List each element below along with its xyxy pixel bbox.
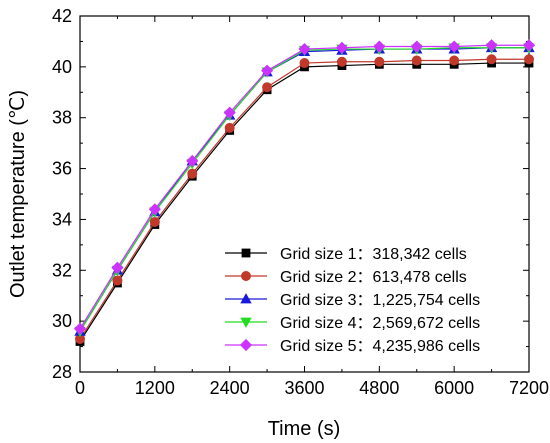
y-tick-label: 42 [52,6,72,26]
marker-square [241,248,251,258]
legend-label: Grid size 3：1,225,754 cells [280,292,480,309]
marker-circle [336,56,347,67]
marker-circle [374,56,385,67]
x-tick-label: 3600 [284,378,324,398]
marker-diamond [223,106,236,119]
marker-diamond [373,40,386,53]
x-tick-label: 7200 [509,378,549,398]
marker-diamond [148,203,161,216]
marker-diamond [522,39,536,52]
series-line [79,47,529,332]
marker-circle [486,54,497,65]
marker-triangle-up [240,293,252,304]
legend-label: Grid size 5：4,235,986 cells [280,338,480,355]
marker-diamond [73,322,87,335]
marker-diamond [448,40,461,53]
marker-triangle-down [240,317,252,328]
marker-diamond [186,154,199,168]
marker-circle [449,55,460,66]
marker-circle [299,58,310,69]
marker-circle [240,270,251,281]
marker-circle [411,55,422,66]
x-axis-title: Time (s) [268,418,341,440]
y-tick-label: 28 [52,362,72,382]
marker-diamond [335,41,348,54]
y-axis-title: Outlet temperature (℃) [7,90,29,298]
y-tick-label: 40 [52,57,72,77]
legend-label: Grid size 2：613,478 cells [280,269,467,286]
x-tick-label: 4800 [359,378,399,398]
series-group [73,39,536,346]
legend-label: Grid size 1：318,342 cells [280,246,467,263]
y-tick-label: 34 [52,209,72,229]
x-tick-label: 2400 [210,378,250,398]
legend-label: Grid size 4：2,569,672 cells [280,315,480,332]
axis-ticks: 0 1200 2400 3600 4800 6000 7200 28 30 32 34 36 38 40 4… [52,6,549,398]
marker-diamond [111,261,124,274]
marker-circle [262,82,273,93]
y-tick-label: 32 [52,260,72,280]
series-5 [73,39,536,335]
marker-circle [112,275,123,286]
marker-diamond [485,39,498,52]
marker-diamond [239,338,253,352]
x-tick-label: 0 [75,378,85,398]
marker-circle [149,216,160,227]
x-tick-label: 1200 [135,378,175,398]
marker-circle [524,54,535,65]
marker-diamond [261,64,274,77]
marker-diamond [410,40,423,53]
legend: Grid size 1：318,342 cells Grid size 2：613… [225,246,480,355]
y-tick-label: 38 [52,108,72,128]
y-tick-label: 30 [52,311,72,331]
marker-circle [187,168,198,179]
series-line [79,44,529,330]
marker-circle [224,122,235,133]
marker-diamond [298,42,311,56]
series-2 [75,54,535,344]
series-line [79,47,529,332]
y-tick-label: 36 [52,159,72,179]
x-tick-label: 6000 [434,378,474,398]
